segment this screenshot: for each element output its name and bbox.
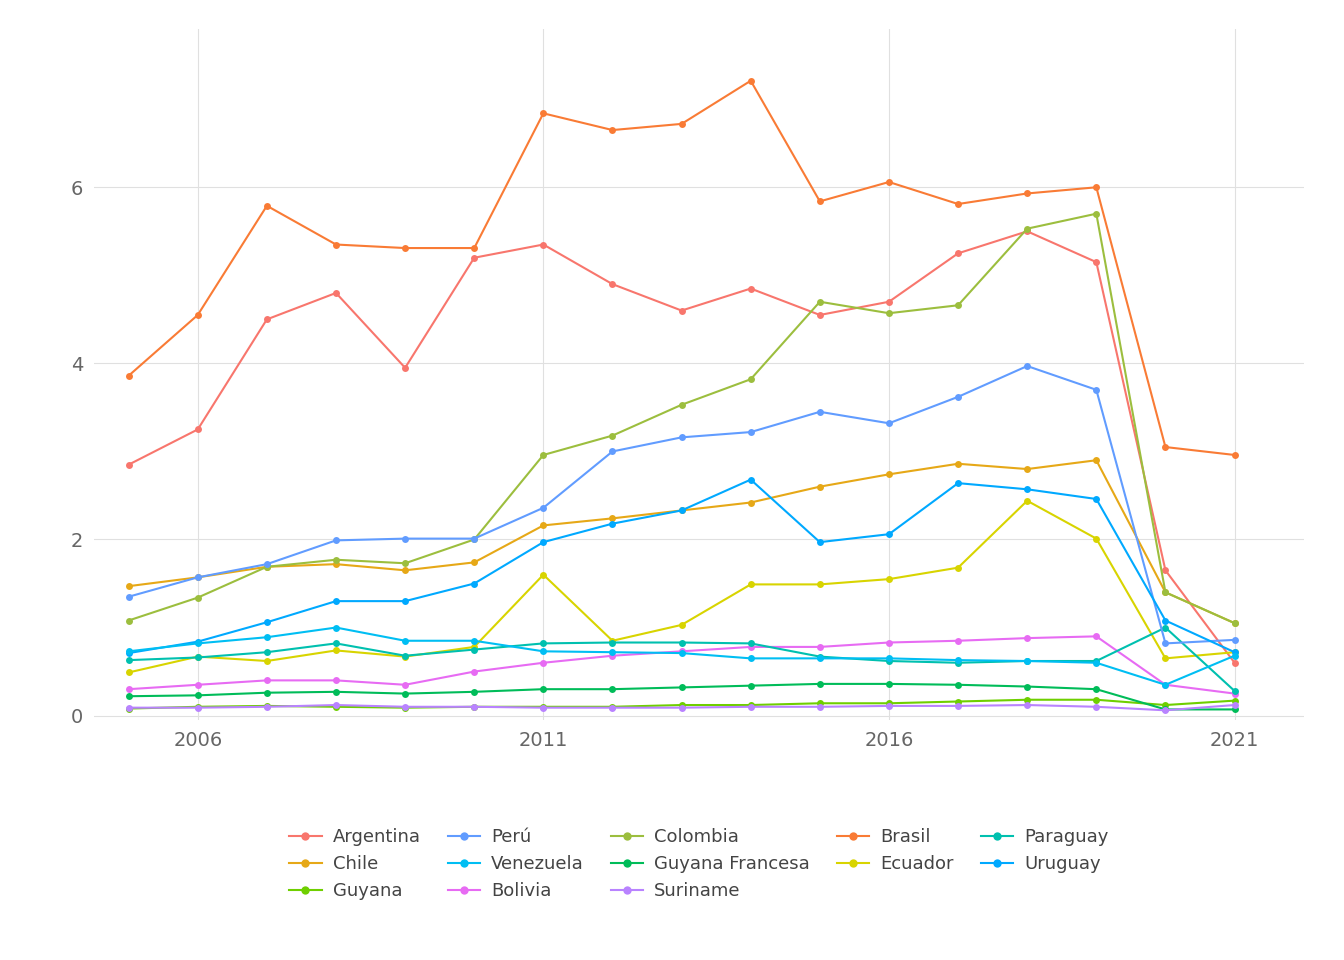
Legend: Argentina, Chile, Guyana, Perú, Venezuela, Bolivia, Colombia, Guyana Francesa, S: Argentina, Chile, Guyana, Perú, Venezuel… — [280, 819, 1118, 909]
